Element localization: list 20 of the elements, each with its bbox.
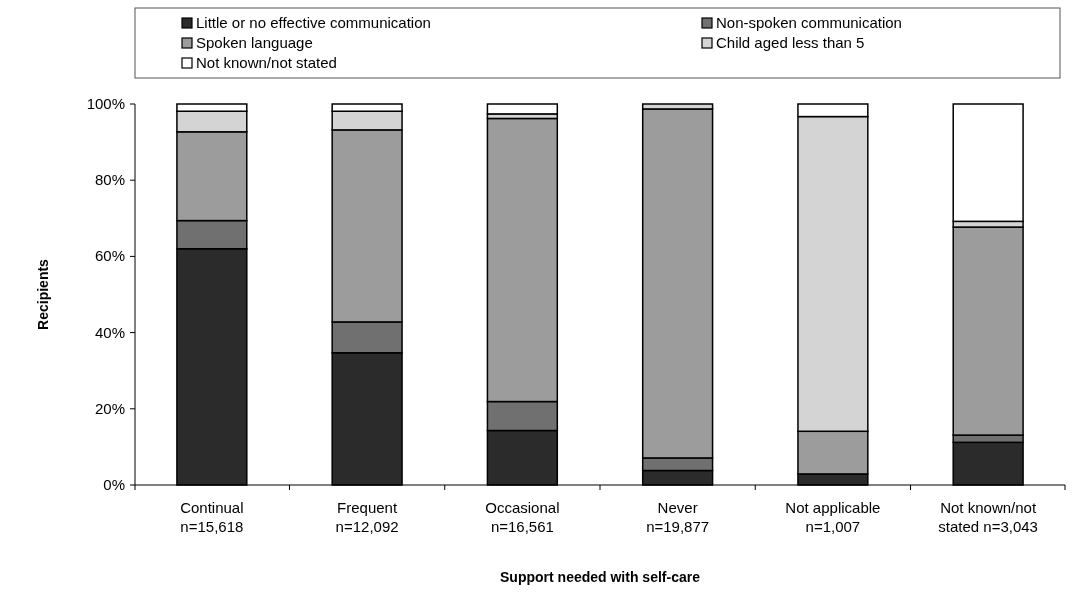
x-tick-label: Continual n=15,618 — [180, 499, 244, 535]
y-tick-label: 80% — [94, 171, 125, 189]
bar — [486, 103, 559, 115]
y-tick-label: 20% — [94, 399, 125, 417]
legend-label: Non-spoken communication — [716, 14, 902, 31]
x-tick-label: Not known/not stated n=3,043 — [938, 499, 1038, 535]
y-tick-label: 40% — [94, 323, 125, 341]
x-axis-title: Support needed with self-care — [500, 569, 701, 585]
legend-label: Not known/not stated — [196, 54, 337, 71]
x-tick-label: Not applicable n=1,007 — [785, 499, 881, 535]
x-tick-label: Occasional n=16,561 — [485, 499, 560, 535]
legend-label: Child aged less than 5 — [716, 34, 865, 51]
y-tick-label: 0% — [103, 476, 125, 493]
y-tick-label: 100% — [86, 95, 125, 112]
legend-label: Little or no effective communication — [196, 14, 431, 31]
y-axis-title: Recipients — [35, 258, 51, 330]
y-tick-label: 60% — [94, 247, 125, 265]
x-tick-label: Never n=19,877 — [646, 499, 710, 535]
legend-label: Spoken language — [196, 34, 313, 51]
x-tick-label: Frequent n=12,092 — [335, 499, 399, 535]
